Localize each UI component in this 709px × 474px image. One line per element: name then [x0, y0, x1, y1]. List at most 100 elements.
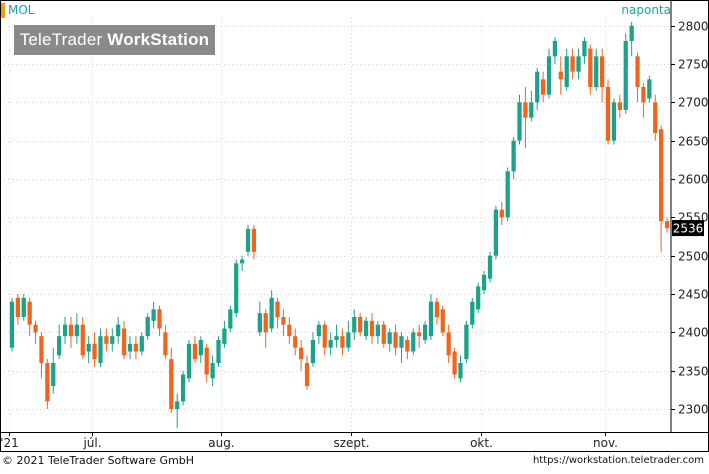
candle-body [234, 263, 239, 314]
watermark-logo: TeleTrader WorkStation [14, 25, 215, 55]
candle-body [121, 328, 127, 356]
candle-body [558, 71, 563, 80]
y-tick-label: 2600 [678, 173, 709, 187]
candle-body [104, 336, 109, 344]
candle-body [387, 332, 392, 344]
candle-body [133, 343, 139, 352]
candle-body [116, 324, 121, 337]
candle-body [287, 324, 292, 337]
last-price-label: 2536 [673, 222, 704, 236]
candle-body [346, 332, 351, 348]
symbol-label: MOL [8, 3, 35, 17]
candle-body [316, 324, 321, 337]
candle-body [251, 228, 257, 252]
copyright-text: © 2021 TeleTrader Software GmbH [2, 454, 195, 467]
candle-body [222, 328, 227, 344]
candle-body [186, 343, 192, 379]
candle-body [310, 340, 316, 363]
candle-body [304, 363, 310, 386]
candle-body [611, 102, 617, 141]
candle-body [440, 309, 445, 333]
candle-body [145, 317, 150, 337]
candle-body [393, 332, 398, 348]
watermark-text-normal: TeleTrader [19, 30, 108, 49]
x-tick-label: júl. [82, 436, 101, 450]
candle-body [163, 332, 168, 356]
candle-body [98, 336, 103, 363]
candle-body [428, 301, 434, 337]
candle-body [605, 87, 611, 141]
x-tick-label: okt. [470, 436, 493, 450]
candle-body [293, 336, 298, 348]
candle-body [27, 301, 32, 325]
candle-body [39, 336, 44, 363]
candle-body [564, 56, 569, 87]
candle-body [641, 87, 646, 103]
candle-body [15, 297, 20, 317]
candle-body [446, 332, 451, 356]
candle-body [21, 297, 26, 317]
y-tick-label: 2400 [678, 326, 709, 340]
candle-body [157, 309, 162, 329]
candle-body [57, 336, 62, 356]
candle-body [464, 324, 469, 360]
last-price-box [672, 220, 704, 237]
x-tick-label: nov. [593, 436, 618, 450]
candle-body [499, 209, 504, 218]
candle-body [127, 343, 133, 352]
candle-body [45, 363, 50, 402]
candle-body [417, 332, 422, 337]
candle-body [600, 56, 605, 87]
candle-body [588, 48, 593, 87]
candle-body [198, 340, 203, 356]
candle-body [405, 340, 410, 352]
candle-body [540, 79, 546, 95]
candle-body [358, 317, 363, 333]
candle-body [352, 317, 357, 333]
candle-body [653, 102, 658, 133]
candle-body [487, 255, 493, 279]
grid-layer [0, 18, 671, 432]
candle-body [458, 363, 463, 379]
candle-body [422, 324, 428, 340]
candle-body [80, 324, 85, 356]
candle-body [9, 301, 15, 348]
candle-body [617, 102, 622, 110]
candle-body [245, 228, 251, 252]
candle-layer [9, 21, 670, 429]
candle-body [452, 351, 457, 375]
candle-body [659, 129, 664, 222]
candle-body [481, 274, 487, 291]
candle-body [92, 343, 97, 360]
candle-body [635, 56, 640, 87]
candle-body [169, 359, 174, 409]
candle-body [228, 309, 233, 329]
candle-body [281, 317, 286, 325]
candle-body [275, 301, 280, 317]
candle-body [375, 324, 380, 337]
candle-body [210, 363, 215, 379]
y-tick-label: 2800 [678, 20, 709, 34]
candle-body [363, 320, 369, 337]
candle-body [151, 309, 156, 321]
candle-body [594, 56, 599, 87]
candle-body [175, 401, 180, 409]
candle-body [546, 56, 552, 95]
candle-body [322, 324, 327, 348]
candle-body [647, 79, 652, 99]
candle-body [340, 336, 345, 348]
source-url: https://workstation.teletrader.com [532, 455, 704, 466]
candle-body [476, 286, 481, 310]
candle-body [74, 324, 79, 337]
watermark-text-bold: WorkStation [107, 30, 210, 49]
x-tick-label: aug. [208, 436, 234, 450]
y-tick-label: 2650 [678, 135, 709, 149]
candle-body [629, 25, 634, 41]
candle-body [505, 171, 510, 218]
candle-body [523, 102, 528, 118]
y-tick-label: 2350 [678, 365, 709, 379]
symbol-color-bar [1, 3, 5, 18]
candle-body [517, 102, 522, 141]
